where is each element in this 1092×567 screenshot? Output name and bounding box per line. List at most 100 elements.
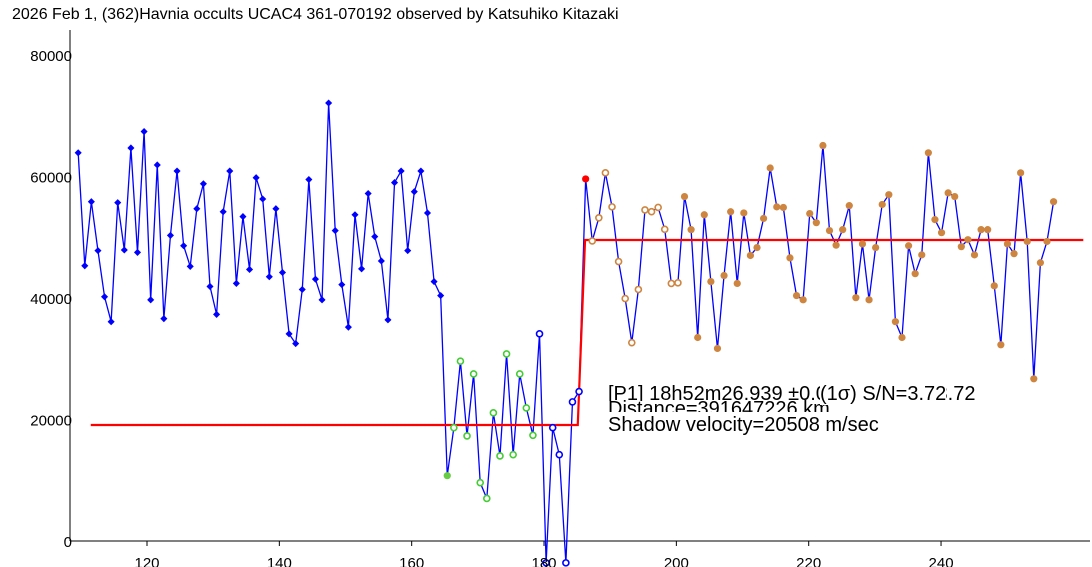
data-point — [740, 209, 748, 217]
data-point — [476, 478, 485, 487]
chart-title: 2026 Feb 1, (362)Havnia occults UCAC4 36… — [12, 6, 619, 23]
data-point — [786, 254, 794, 262]
data-point — [133, 248, 142, 256]
x-tick-label: 140 — [267, 555, 292, 567]
data-point — [733, 279, 741, 288]
data-point — [641, 206, 649, 214]
data-point — [331, 227, 339, 235]
data-point — [410, 188, 418, 196]
data-point — [1049, 198, 1058, 206]
data-point — [654, 203, 662, 212]
data-point — [417, 167, 425, 175]
data-point — [311, 275, 319, 283]
data-point — [984, 226, 992, 234]
data-point — [496, 452, 504, 460]
data-point — [371, 233, 379, 241]
data-point — [298, 285, 306, 294]
data-point — [153, 161, 161, 169]
data-point — [713, 344, 722, 353]
data-point — [542, 559, 550, 567]
data-point — [173, 167, 181, 175]
data-point — [456, 357, 465, 365]
data-point — [278, 268, 287, 277]
data-point — [970, 251, 979, 259]
data-point — [977, 226, 985, 234]
data-point — [226, 167, 234, 175]
data-point — [259, 195, 267, 203]
y-tick-label: 0 — [64, 534, 72, 551]
data-point — [1023, 237, 1031, 246]
data-point — [825, 226, 834, 235]
data-point — [397, 167, 405, 175]
data-point — [186, 262, 194, 270]
data-point — [404, 247, 412, 255]
light-curve-line — [77, 102, 1055, 563]
data-point — [101, 293, 109, 301]
data-point — [529, 431, 537, 440]
data-point — [601, 169, 610, 177]
data-point — [700, 211, 708, 219]
data-point — [535, 330, 544, 338]
x-tick-label: 220 — [796, 555, 821, 567]
data-point — [634, 285, 643, 294]
data-point — [166, 231, 174, 239]
data-point — [1010, 250, 1018, 258]
data-point — [779, 203, 787, 212]
data-point — [140, 128, 148, 136]
data-point — [568, 398, 577, 406]
shadow-velocity-annotation: Shadow velocity=20508 m/sec — [608, 414, 879, 436]
data-point — [898, 333, 906, 342]
data-point — [792, 291, 801, 300]
data-point — [608, 203, 616, 211]
data-point — [377, 257, 385, 265]
data-point — [753, 243, 761, 252]
y-tick-label: 40000 — [30, 291, 72, 308]
data-point — [265, 273, 273, 281]
data-point — [832, 241, 840, 249]
data-point — [127, 144, 135, 152]
data-point — [305, 176, 313, 184]
data-point — [180, 242, 188, 250]
data-point — [87, 198, 95, 206]
x-tick-label: 240 — [929, 555, 954, 567]
data-point — [469, 370, 478, 378]
data-point — [872, 243, 880, 252]
series-layer — [74, 99, 1084, 567]
data-point — [423, 209, 432, 217]
data-point — [904, 242, 913, 250]
distance-annotation: Distance=391647226 km — [608, 398, 830, 412]
data-point — [107, 318, 115, 326]
data-point — [239, 213, 247, 221]
data-point — [292, 340, 300, 348]
data-point — [147, 296, 155, 304]
data-point — [114, 199, 122, 207]
y-tick-label: 60000 — [30, 170, 72, 187]
data-point — [819, 141, 827, 150]
data-point — [358, 265, 366, 273]
data-point — [595, 214, 603, 222]
data-point — [548, 423, 557, 432]
data-point — [74, 149, 82, 157]
data-point — [562, 559, 570, 567]
data-point — [213, 310, 221, 318]
y-tick-label: 20000 — [30, 413, 72, 430]
data-point — [660, 225, 669, 234]
data-point — [515, 370, 524, 378]
data-point — [957, 243, 965, 251]
data-point — [680, 192, 689, 201]
data-point — [120, 246, 128, 254]
data-point — [812, 219, 820, 227]
data-point — [806, 209, 814, 218]
data-point — [1043, 237, 1051, 246]
data-point — [720, 271, 728, 280]
data-point — [614, 257, 623, 266]
data-point — [858, 240, 867, 248]
data-point — [437, 292, 445, 300]
data-point — [489, 409, 498, 417]
data-point — [232, 279, 240, 287]
data-point — [443, 472, 451, 480]
data-point — [502, 350, 511, 358]
data-point — [687, 226, 695, 234]
data-point — [773, 203, 781, 211]
